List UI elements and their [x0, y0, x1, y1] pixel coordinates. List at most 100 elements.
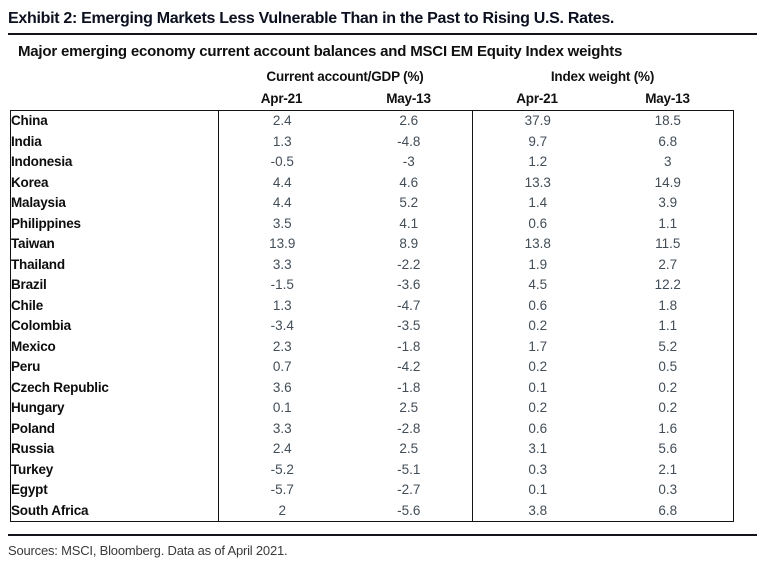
col-header-country-blank [10, 87, 218, 110]
col-header-ca-may-13: May-13 [386, 91, 431, 106]
value-cell: -5.7 [270, 482, 294, 497]
value-cell: 2.7 [658, 256, 678, 272]
table-row: Peru 0.7 -4.2 0.2 0.5 [10, 357, 734, 378]
country-cell: Malaysia [10, 193, 219, 214]
table-row: Taiwan 13.9 8.9 13.8 11.5 [10, 234, 734, 255]
value-cell: 9.7 [528, 133, 548, 149]
country-cell: South Africa [10, 500, 219, 522]
value-cell: 6.8 [658, 133, 678, 149]
country-cell: Chile [10, 295, 219, 316]
value-cell: 3.6 [272, 379, 292, 395]
footer-divider [8, 534, 757, 536]
table-row: Poland 3.3 -2.8 0.6 1.6 [10, 418, 734, 439]
value-cell: 0.6 [528, 420, 548, 436]
value-cell: -3.5 [345, 316, 473, 337]
value-cell: -2.8 [345, 418, 473, 439]
country-cell: Peru [10, 357, 219, 378]
value-cell: 4.1 [345, 213, 473, 234]
table-row: Thailand 3.3 -2.2 1.9 2.7 [10, 254, 734, 275]
value-cell: 2.1 [658, 461, 678, 477]
value-cell: 6.8 [658, 502, 678, 518]
country-cell: India [10, 131, 219, 152]
group-header-current-account-gdp: Current account/GDP (%) [266, 69, 424, 84]
table-row: India 1.3 -4.8 9.7 6.8 [10, 131, 734, 152]
value-cell: 2.4 [272, 113, 292, 128]
value-cell: 0.1 [272, 400, 292, 415]
value-cell: 5.6 [658, 441, 678, 456]
exhibit-subtitle: Major emerging economy current account b… [18, 43, 623, 60]
table-row: China 2.4 2.6 37.9 18.5 [10, 110, 734, 132]
table-header: Current account/GDP (%) Index weight (%)… [10, 66, 733, 110]
country-cell: Korea [10, 172, 219, 193]
value-cell: 8.9 [345, 234, 473, 255]
title-divider [8, 33, 757, 35]
value-cell: -5.6 [345, 500, 473, 522]
value-cell: 13.3 [524, 174, 551, 190]
value-cell: 1.8 [658, 297, 678, 313]
table-row: Chile 1.3 -4.7 0.6 1.8 [10, 295, 734, 316]
table-row: Philippines 3.5 4.1 0.6 1.1 [10, 213, 734, 234]
group-header-index-weight: Index weight (%) [550, 69, 655, 84]
value-cell: -5.1 [345, 459, 473, 480]
value-cell: 1.3 [272, 297, 292, 313]
value-cell: 0.2 [658, 379, 678, 395]
value-cell: -0.5 [270, 154, 294, 169]
value-cell: 37.9 [524, 113, 551, 128]
country-cell: Colombia [10, 316, 219, 337]
exhibit-title: Exhibit 2: Emerging Markets Less Vulnera… [8, 10, 615, 27]
value-cell: -2.7 [345, 480, 473, 501]
country-cell: Taiwan [10, 234, 219, 255]
value-cell: 3.9 [658, 195, 678, 210]
value-cell: 11.5 [655, 236, 681, 251]
value-cell: 0.2 [528, 318, 548, 333]
table-row: Turkey -5.2 -5.1 0.3 2.1 [10, 459, 734, 480]
value-cell: 3.1 [528, 441, 548, 456]
value-cell: 0.6 [528, 297, 548, 313]
country-cell: Turkey [10, 459, 219, 480]
table-row: Hungary 0.1 2.5 0.2 0.2 [10, 398, 734, 419]
value-cell: -3 [345, 152, 473, 173]
value-cell: 0.2 [658, 400, 678, 415]
value-cell: 0.1 [528, 379, 548, 395]
country-cell: Russia [10, 439, 219, 460]
table-row: Korea 4.4 4.6 13.3 14.9 [10, 172, 734, 193]
country-cell: Mexico [10, 336, 219, 357]
col-header-iw-apr-21: Apr-21 [516, 91, 558, 106]
country-cell: Poland [10, 418, 219, 439]
country-cell: Czech Republic [10, 377, 219, 398]
table-row: Malaysia 4.4 5.2 1.4 3.9 [10, 193, 734, 214]
value-cell: 1.4 [528, 195, 548, 210]
value-cell: 2 [278, 502, 286, 518]
value-cell: -1.8 [345, 377, 473, 398]
source-note: Sources: MSCI, Bloomberg. Data as of Apr… [8, 542, 288, 558]
country-cell: Thailand [10, 254, 219, 275]
table-row: Egypt -5.7 -2.7 0.1 0.3 [10, 480, 734, 501]
value-cell: 2.3 [272, 338, 292, 354]
value-cell: 3 [663, 154, 672, 169]
value-cell: 1.6 [658, 420, 678, 436]
value-cell: -5.2 [270, 461, 294, 477]
value-cell: 5.2 [658, 338, 678, 354]
table-row: Russia 2.4 2.5 3.1 5.6 [10, 439, 734, 460]
value-cell: 4.4 [272, 174, 292, 190]
value-cell: 1.1 [658, 215, 678, 231]
value-cell: 4.5 [528, 277, 548, 292]
value-cell: 2.4 [272, 441, 292, 456]
value-cell: 3.8 [528, 502, 548, 518]
value-cell: 0.5 [658, 359, 678, 374]
value-cell: 0.7 [272, 359, 292, 374]
value-cell: 3.3 [272, 256, 292, 272]
value-cell: 18.5 [654, 113, 681, 128]
value-cell: 0.2 [528, 400, 548, 415]
value-cell: -4.8 [345, 131, 473, 152]
country-cell: Hungary [10, 398, 219, 419]
value-cell: -4.2 [345, 357, 473, 378]
data-table: China 2.4 2.6 37.9 18.5 India 1.3 -4.8 9.7 6.8 Ind… [10, 110, 734, 522]
col-header-iw-may-13: May-13 [645, 91, 690, 106]
country-cell: China [10, 110, 219, 132]
table-body: China 2.4 2.6 37.9 18.5 India 1.3 -4.8 9.7 6.8 Ind… [10, 110, 734, 522]
value-cell: 12.2 [654, 277, 681, 292]
col-header-ca-apr-21: Apr-21 [260, 91, 303, 106]
value-cell: 0.3 [528, 461, 548, 477]
